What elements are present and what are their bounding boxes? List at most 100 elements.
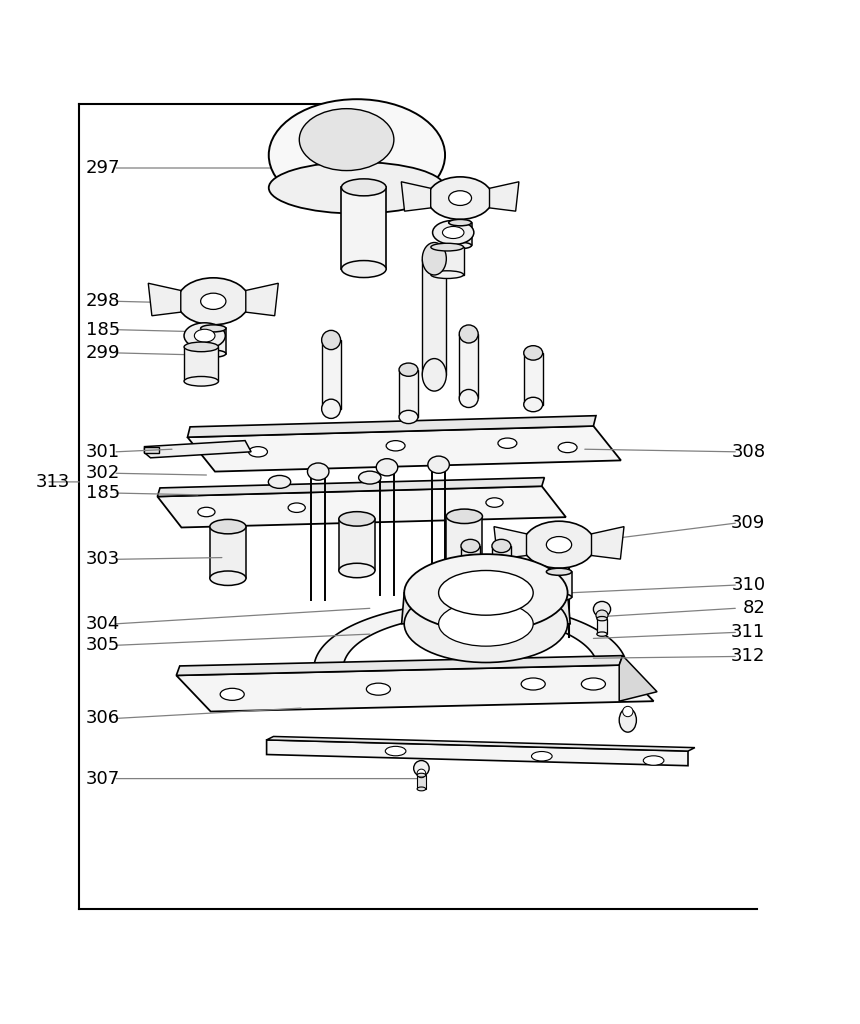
Ellipse shape bbox=[431, 244, 464, 251]
Bar bbox=[449, 222, 471, 246]
Ellipse shape bbox=[386, 440, 405, 451]
Bar bbox=[339, 519, 375, 570]
Text: 301: 301 bbox=[86, 442, 120, 461]
Bar bbox=[184, 347, 218, 381]
Bar bbox=[200, 329, 226, 353]
Polygon shape bbox=[489, 182, 519, 211]
Text: 185: 185 bbox=[86, 321, 120, 339]
Bar bbox=[431, 247, 464, 274]
Polygon shape bbox=[267, 736, 695, 751]
Ellipse shape bbox=[200, 325, 226, 332]
Polygon shape bbox=[157, 477, 544, 497]
Ellipse shape bbox=[210, 519, 246, 534]
Polygon shape bbox=[619, 655, 657, 701]
Text: 308: 308 bbox=[731, 442, 765, 461]
Ellipse shape bbox=[200, 293, 226, 309]
Text: 306: 306 bbox=[86, 710, 120, 727]
Text: 304: 304 bbox=[86, 614, 120, 633]
Ellipse shape bbox=[439, 601, 533, 646]
Polygon shape bbox=[246, 284, 279, 315]
Ellipse shape bbox=[417, 773, 426, 777]
Ellipse shape bbox=[546, 568, 572, 575]
Ellipse shape bbox=[521, 678, 545, 690]
Ellipse shape bbox=[623, 707, 633, 717]
Ellipse shape bbox=[210, 571, 246, 586]
Ellipse shape bbox=[366, 683, 390, 695]
Bar bbox=[422, 259, 446, 375]
Polygon shape bbox=[148, 284, 181, 315]
Bar bbox=[210, 526, 246, 579]
Bar bbox=[524, 353, 543, 404]
Ellipse shape bbox=[524, 346, 543, 360]
Ellipse shape bbox=[546, 537, 572, 553]
Ellipse shape bbox=[341, 260, 386, 278]
Ellipse shape bbox=[439, 570, 533, 615]
Text: 302: 302 bbox=[86, 464, 120, 482]
Ellipse shape bbox=[449, 190, 471, 206]
Ellipse shape bbox=[299, 109, 394, 171]
Ellipse shape bbox=[198, 507, 215, 517]
Ellipse shape bbox=[593, 601, 611, 616]
Ellipse shape bbox=[399, 411, 418, 424]
Ellipse shape bbox=[308, 463, 329, 480]
Ellipse shape bbox=[449, 243, 471, 249]
Ellipse shape bbox=[417, 769, 426, 778]
Ellipse shape bbox=[288, 503, 305, 512]
Ellipse shape bbox=[399, 364, 418, 376]
Ellipse shape bbox=[359, 471, 381, 484]
Ellipse shape bbox=[431, 270, 464, 279]
Text: 309: 309 bbox=[731, 514, 765, 532]
Text: 305: 305 bbox=[86, 636, 120, 654]
Ellipse shape bbox=[200, 350, 226, 357]
Bar bbox=[446, 516, 482, 568]
Bar bbox=[341, 187, 386, 269]
Ellipse shape bbox=[322, 331, 341, 349]
Bar bbox=[546, 571, 572, 597]
Ellipse shape bbox=[546, 594, 572, 601]
Ellipse shape bbox=[184, 323, 225, 348]
Bar bbox=[417, 775, 426, 788]
Ellipse shape bbox=[619, 708, 636, 732]
Ellipse shape bbox=[643, 756, 664, 765]
Polygon shape bbox=[267, 740, 688, 766]
Ellipse shape bbox=[194, 330, 215, 342]
Ellipse shape bbox=[459, 389, 478, 408]
Ellipse shape bbox=[446, 509, 482, 523]
Ellipse shape bbox=[422, 358, 446, 391]
Polygon shape bbox=[314, 603, 627, 666]
Ellipse shape bbox=[492, 540, 511, 553]
Polygon shape bbox=[157, 486, 566, 527]
Text: 298: 298 bbox=[86, 292, 120, 310]
Ellipse shape bbox=[177, 278, 249, 325]
Ellipse shape bbox=[597, 632, 607, 636]
Ellipse shape bbox=[249, 446, 267, 457]
Text: 82: 82 bbox=[742, 599, 765, 617]
Text: 297: 297 bbox=[86, 159, 120, 177]
Ellipse shape bbox=[581, 678, 605, 690]
Ellipse shape bbox=[417, 787, 426, 791]
Polygon shape bbox=[187, 416, 596, 437]
Polygon shape bbox=[144, 440, 251, 458]
Polygon shape bbox=[402, 593, 570, 624]
Ellipse shape bbox=[523, 521, 595, 568]
Ellipse shape bbox=[339, 512, 375, 526]
Ellipse shape bbox=[498, 438, 517, 449]
Ellipse shape bbox=[414, 761, 429, 776]
Bar bbox=[597, 618, 607, 634]
Bar bbox=[399, 370, 418, 417]
Polygon shape bbox=[144, 446, 159, 453]
Text: 313: 313 bbox=[36, 473, 71, 490]
Ellipse shape bbox=[377, 459, 397, 476]
Ellipse shape bbox=[524, 397, 543, 412]
Ellipse shape bbox=[322, 399, 341, 419]
Bar bbox=[461, 546, 480, 593]
Bar bbox=[459, 334, 478, 398]
Bar bbox=[492, 546, 511, 593]
Ellipse shape bbox=[446, 561, 482, 575]
Text: 311: 311 bbox=[731, 624, 765, 641]
Polygon shape bbox=[187, 426, 621, 472]
Bar bbox=[322, 340, 341, 409]
Ellipse shape bbox=[184, 377, 218, 386]
Polygon shape bbox=[402, 182, 431, 211]
Ellipse shape bbox=[461, 587, 480, 600]
